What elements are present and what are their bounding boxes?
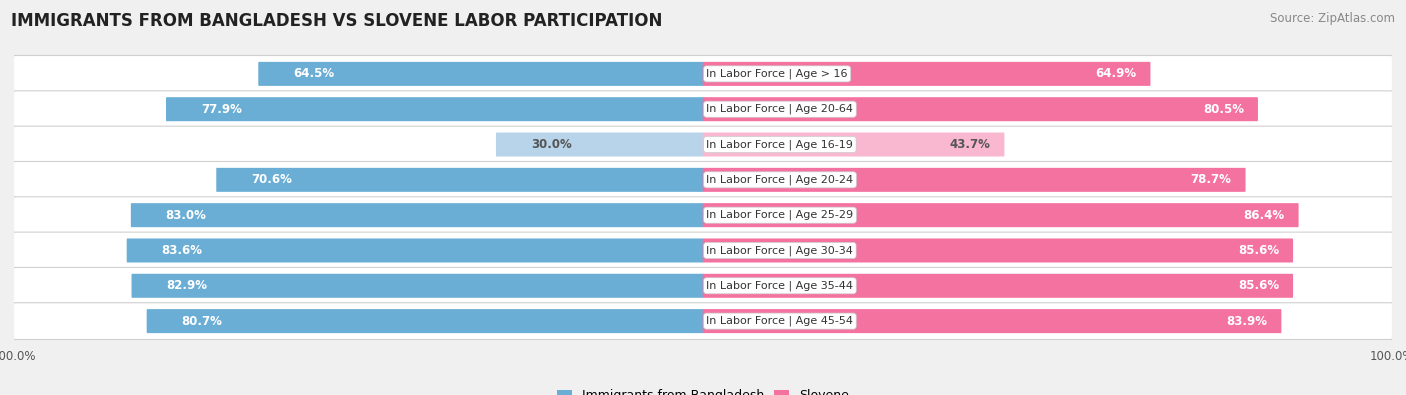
- Text: In Labor Force | Age 45-54: In Labor Force | Age 45-54: [706, 316, 853, 326]
- Text: In Labor Force | Age 20-64: In Labor Force | Age 20-64: [706, 104, 853, 115]
- FancyBboxPatch shape: [703, 62, 1150, 86]
- Text: 43.7%: 43.7%: [949, 138, 990, 151]
- Text: 64.9%: 64.9%: [1095, 68, 1136, 81]
- FancyBboxPatch shape: [703, 97, 1258, 121]
- Legend: Immigrants from Bangladesh, Slovene: Immigrants from Bangladesh, Slovene: [553, 384, 853, 395]
- FancyBboxPatch shape: [131, 203, 703, 227]
- FancyBboxPatch shape: [703, 274, 1294, 298]
- Text: 85.6%: 85.6%: [1237, 279, 1279, 292]
- FancyBboxPatch shape: [166, 97, 703, 121]
- FancyBboxPatch shape: [127, 239, 703, 263]
- Text: 85.6%: 85.6%: [1237, 244, 1279, 257]
- FancyBboxPatch shape: [703, 239, 1294, 263]
- FancyBboxPatch shape: [496, 132, 703, 156]
- FancyBboxPatch shape: [146, 309, 703, 333]
- FancyBboxPatch shape: [14, 91, 1392, 128]
- FancyBboxPatch shape: [14, 162, 1392, 198]
- Text: In Labor Force | Age 35-44: In Labor Force | Age 35-44: [706, 280, 853, 291]
- Text: In Labor Force | Age 20-24: In Labor Force | Age 20-24: [706, 175, 853, 185]
- FancyBboxPatch shape: [14, 197, 1392, 233]
- Text: IMMIGRANTS FROM BANGLADESH VS SLOVENE LABOR PARTICIPATION: IMMIGRANTS FROM BANGLADESH VS SLOVENE LA…: [11, 12, 662, 30]
- FancyBboxPatch shape: [703, 309, 1281, 333]
- Text: 70.6%: 70.6%: [252, 173, 292, 186]
- FancyBboxPatch shape: [703, 203, 1299, 227]
- Text: 80.7%: 80.7%: [181, 314, 222, 327]
- FancyBboxPatch shape: [14, 126, 1392, 163]
- FancyBboxPatch shape: [14, 56, 1392, 92]
- Text: 83.0%: 83.0%: [166, 209, 207, 222]
- FancyBboxPatch shape: [259, 62, 703, 86]
- Text: 78.7%: 78.7%: [1191, 173, 1232, 186]
- Text: In Labor Force | Age 25-29: In Labor Force | Age 25-29: [706, 210, 853, 220]
- Text: 30.0%: 30.0%: [531, 138, 571, 151]
- FancyBboxPatch shape: [703, 132, 1004, 156]
- Text: Source: ZipAtlas.com: Source: ZipAtlas.com: [1270, 12, 1395, 25]
- Text: 77.9%: 77.9%: [201, 103, 242, 116]
- Text: 64.5%: 64.5%: [292, 68, 335, 81]
- Text: 83.9%: 83.9%: [1226, 314, 1267, 327]
- FancyBboxPatch shape: [14, 232, 1392, 269]
- FancyBboxPatch shape: [14, 303, 1392, 339]
- Text: 86.4%: 86.4%: [1243, 209, 1285, 222]
- FancyBboxPatch shape: [14, 267, 1392, 304]
- FancyBboxPatch shape: [132, 274, 703, 298]
- Text: 82.9%: 82.9%: [166, 279, 207, 292]
- FancyBboxPatch shape: [703, 168, 1246, 192]
- Text: In Labor Force | Age 30-34: In Labor Force | Age 30-34: [706, 245, 853, 256]
- Text: 83.6%: 83.6%: [162, 244, 202, 257]
- Text: In Labor Force | Age 16-19: In Labor Force | Age 16-19: [706, 139, 853, 150]
- FancyBboxPatch shape: [217, 168, 703, 192]
- Text: 80.5%: 80.5%: [1202, 103, 1244, 116]
- Text: In Labor Force | Age > 16: In Labor Force | Age > 16: [706, 69, 848, 79]
